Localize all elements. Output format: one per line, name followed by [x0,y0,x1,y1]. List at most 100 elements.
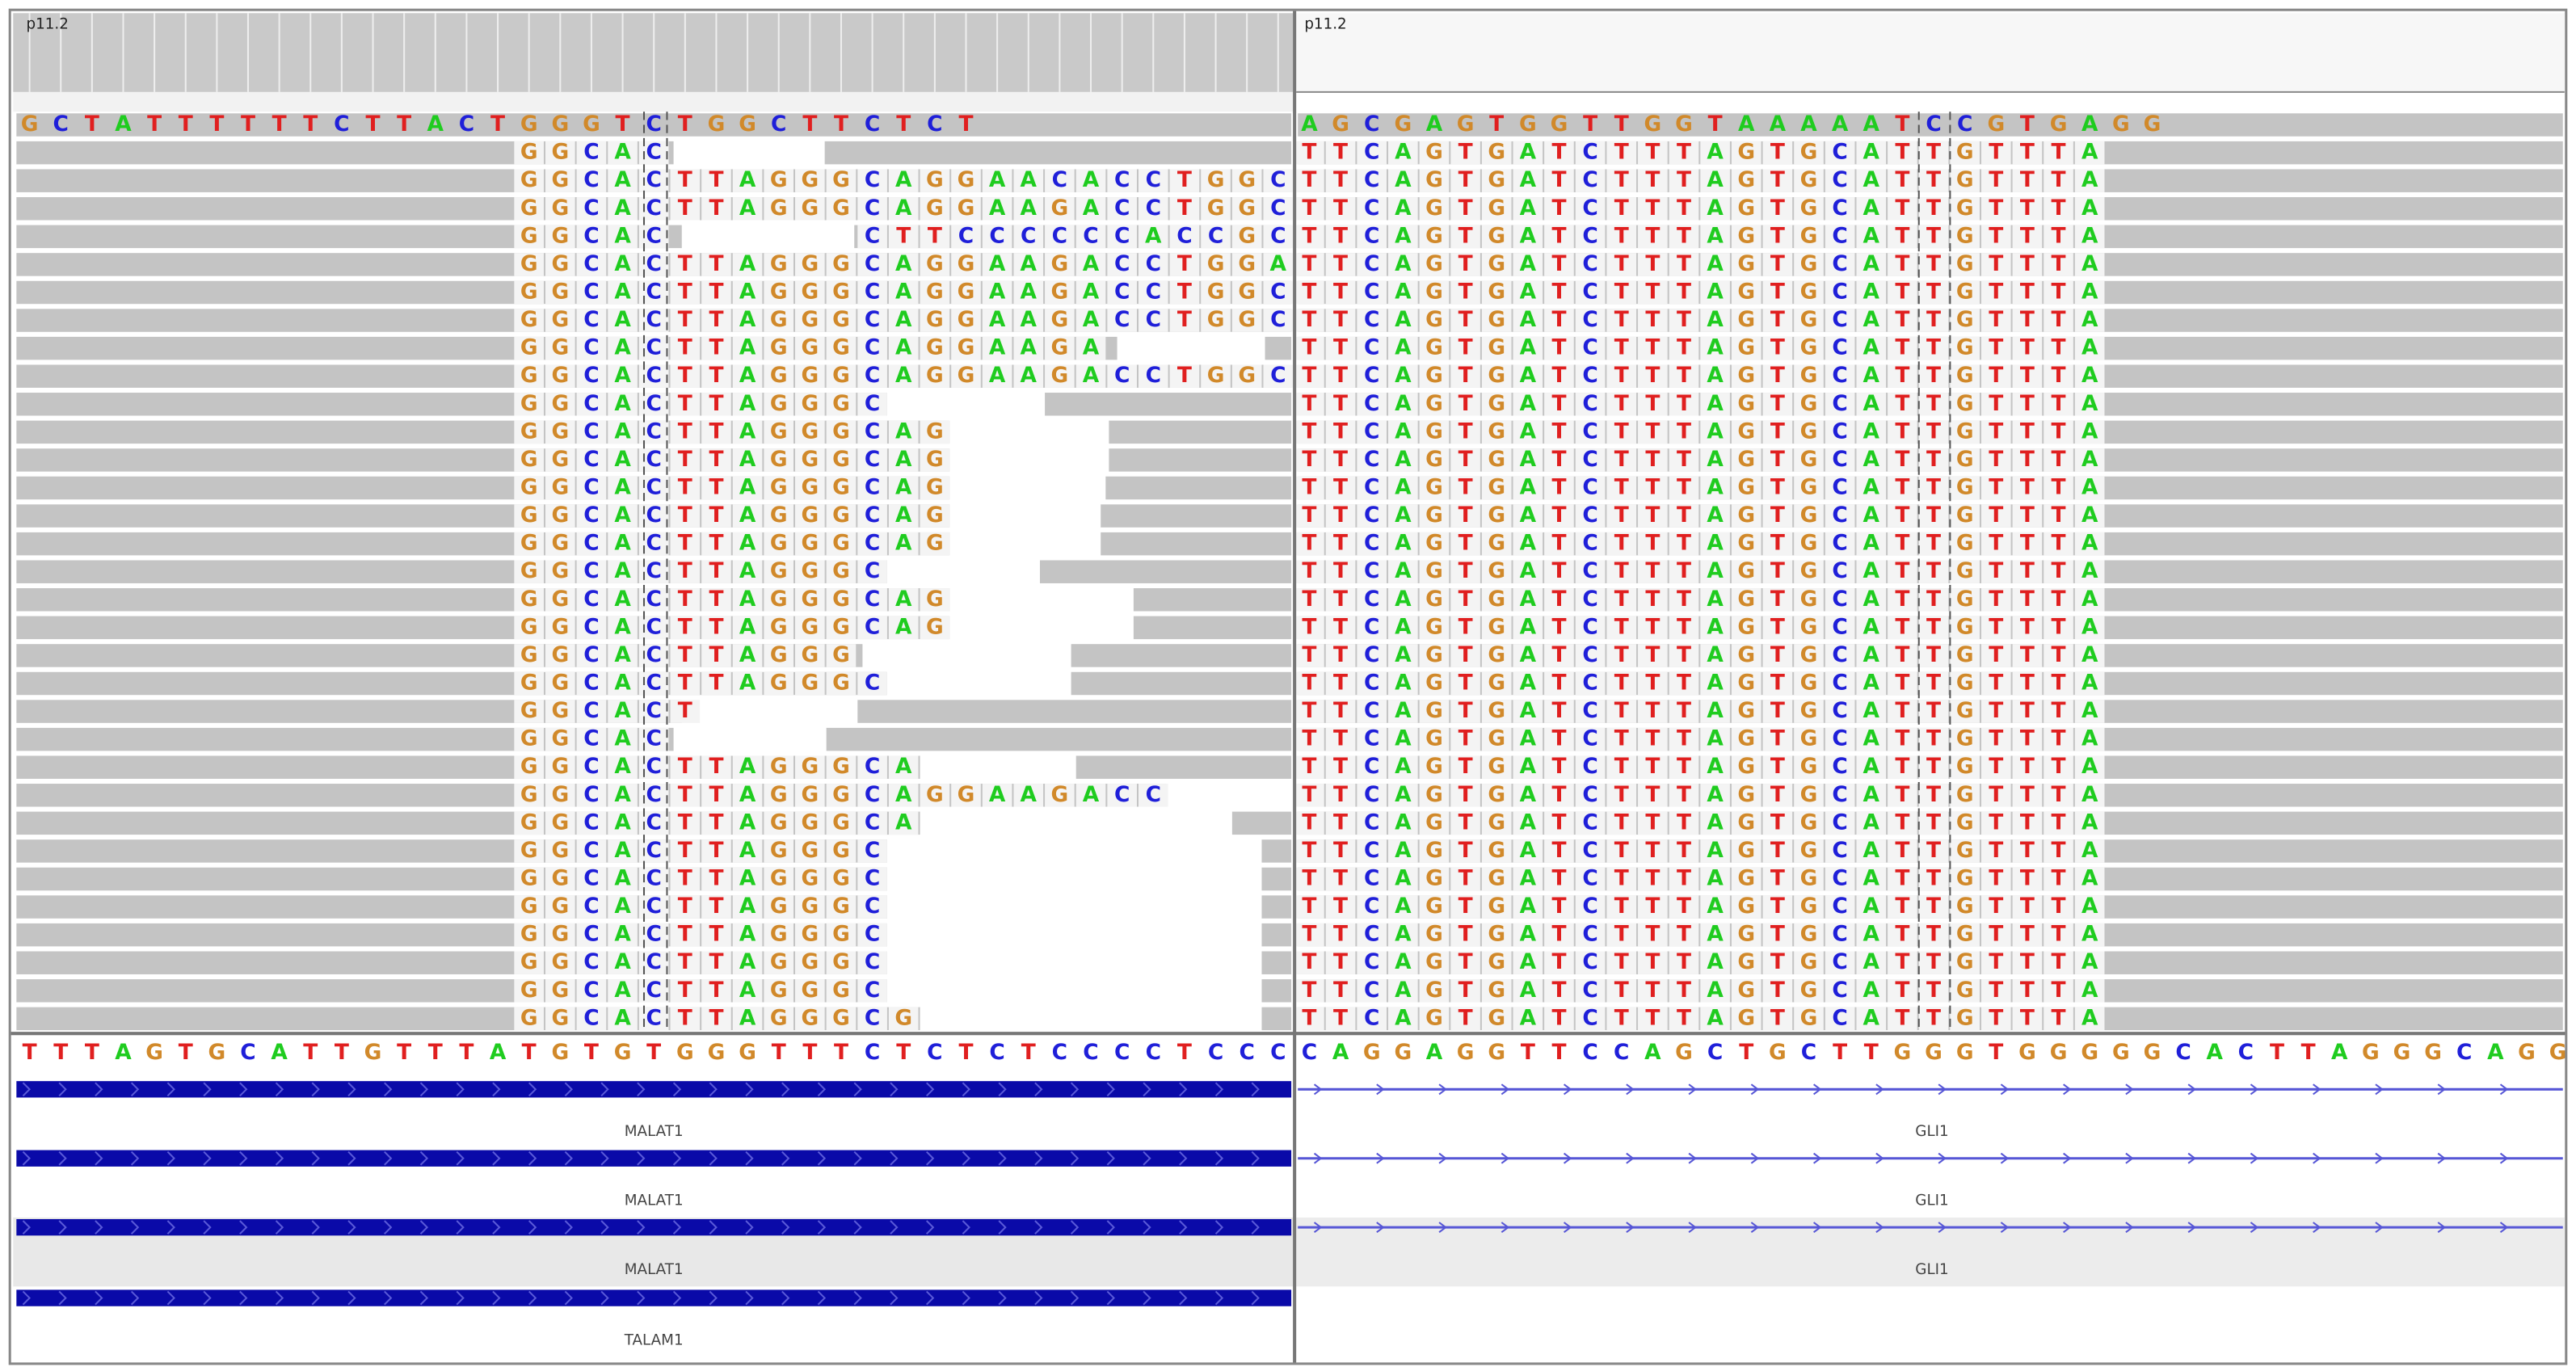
base: C [865,391,880,416]
base-bg [701,560,731,583]
base: A [1520,167,1537,192]
base: G [832,670,850,695]
base: A [1520,279,1537,304]
base: G [1737,949,1755,974]
gene-label: GLI1 [1915,1261,1948,1278]
base: T [1895,782,1909,807]
base: C [583,866,599,891]
base-bg [576,169,607,192]
base: T [958,1040,973,1065]
base: G [1956,949,1974,974]
base: T [1333,614,1348,639]
base-bg [857,951,887,974]
base: C [771,111,786,137]
base: T [303,111,318,137]
base-bg [608,560,638,583]
base: A [1863,782,1880,807]
base: G [520,531,538,556]
base: C [1146,279,1161,304]
base: T [678,670,692,695]
base: G [1488,894,1505,919]
base: G [802,167,819,192]
base-bg [795,923,825,947]
base-bg [795,755,825,779]
base-bg [1138,364,1168,388]
base: G [1956,922,1974,947]
base-bg [514,141,544,165]
base: C [1582,894,1597,919]
base: T [1645,307,1660,332]
base: T [1614,447,1629,472]
base-bg [701,784,731,807]
base: G [520,810,538,835]
base: G [926,251,944,276]
base: T [1551,474,1566,499]
base-bg [670,923,701,947]
base: A [2081,447,2098,472]
base: C [1582,866,1597,891]
base-bg [576,225,607,249]
base: T [1895,726,1909,751]
base: A [1395,810,1412,835]
base: C [865,447,880,472]
base: T [85,1040,99,1065]
base: G [1769,1040,1787,1065]
base: G [1800,279,1818,304]
base: A [2081,642,2098,667]
base: T [2052,503,2066,528]
base: C [1614,1040,1629,1065]
base: G [1956,503,1974,528]
base: A [614,698,631,723]
base: A [1395,474,1412,499]
base: T [1302,196,1316,221]
base: T [303,1040,318,1065]
base-bg [764,532,794,556]
base-bg [701,951,731,974]
base: G [1737,922,1755,947]
base-bg [670,895,701,919]
base: A [1083,251,1100,276]
base-bg [982,784,1012,807]
base: T [1333,782,1348,807]
base-bg [576,811,607,835]
base: C [1114,1040,1130,1065]
base: A [2081,223,2098,248]
base: G [1488,335,1505,360]
base: A [614,866,631,891]
base: T [1177,1040,1192,1065]
base: T [1989,307,2003,332]
base: G [1956,782,1974,807]
base: C [865,279,880,304]
base: T [1551,782,1566,807]
base: C [646,307,661,332]
base: G [1737,279,1755,304]
base: C [1582,587,1597,612]
base-bg [670,309,701,332]
base-bg [701,979,731,1003]
base: T [834,111,848,137]
base: C [1832,251,1847,276]
base: G [926,363,944,388]
base: T [1458,447,1473,472]
base: A [1520,614,1537,639]
base: C [583,391,599,416]
base: G [2081,1040,2098,1065]
base: C [646,698,661,723]
base: T [1677,363,1691,388]
base: T [1333,167,1348,192]
base: C [1582,558,1597,583]
base: T [2020,810,2035,835]
base: T [2052,949,2066,974]
base-bg [920,309,950,332]
base-bg [545,309,575,332]
base: G [802,531,819,556]
base: T [678,111,692,137]
base: C [583,447,599,472]
base: G [1737,391,1755,416]
base: T [1302,447,1316,472]
base: G [1207,307,1225,332]
base-bg [951,280,981,305]
base: T [1521,1040,1535,1065]
base: T [2052,223,2066,248]
base: G [520,167,538,192]
